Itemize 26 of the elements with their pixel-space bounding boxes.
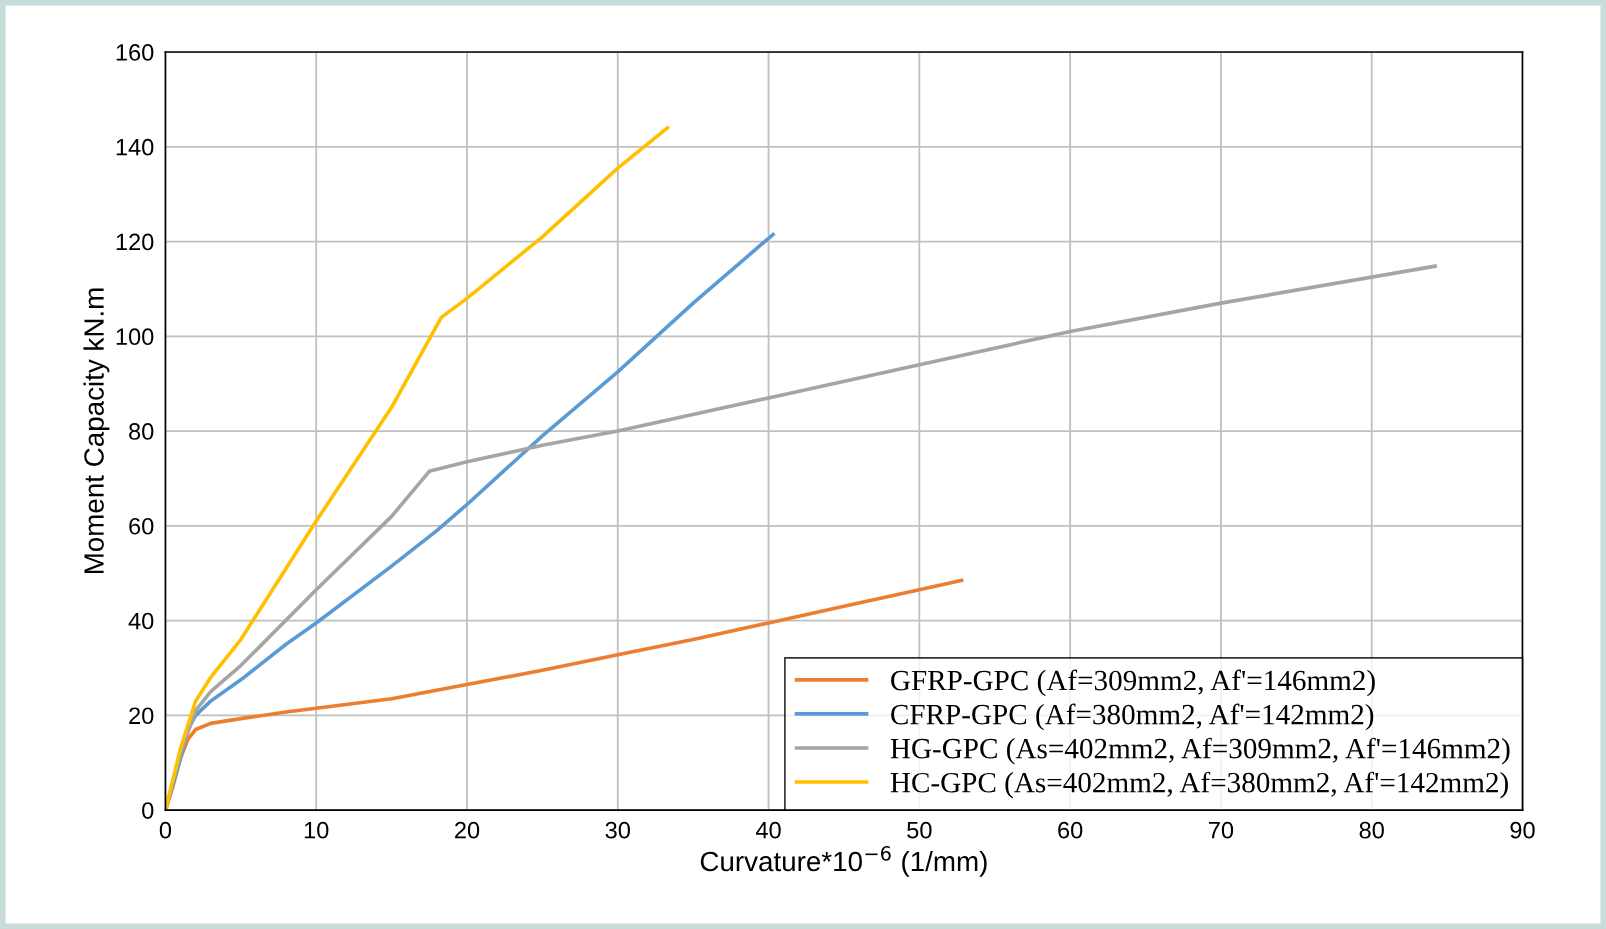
- y-tick-label: 40: [128, 612, 154, 630]
- legend-label: HG-GPC (As=402mm2, Af=309mm2, Af'=146mm2): [890, 737, 1510, 765]
- x-tick-label: 60: [1058, 821, 1083, 839]
- x-tick-label: 30: [605, 821, 630, 839]
- x-tick-label: 50: [907, 821, 932, 839]
- x-tick-label: 90: [1510, 821, 1535, 839]
- legend-label: GFRP-GPC (Af=309mm2, Af'=146mm2): [891, 669, 1375, 697]
- x-tick-label: 10: [304, 821, 329, 839]
- x-tick-label: 70: [1209, 821, 1234, 839]
- y-tick-label: 80: [129, 423, 154, 440]
- x-tick-label: 40: [755, 821, 781, 839]
- x-axis-title: Curvature*10$^{−6}$ (1/mm): [700, 845, 987, 877]
- legend-label: HC-GPC (As=402mm2, Af=380mm2, Af'=142mm2): [890, 771, 1508, 799]
- y-tick-label: 0: [142, 802, 154, 819]
- y-tick-label: 160: [116, 44, 154, 61]
- line-series: [165, 126, 670, 811]
- y-axis-title: Moment Capacity kN.m: [83, 288, 110, 574]
- y-tick-label: 60: [129, 517, 154, 535]
- y-tick-label: 100: [116, 328, 154, 346]
- y-tick-label: 20: [129, 707, 154, 725]
- y-tick-label: 140: [116, 138, 154, 156]
- y-tick-label: 120: [116, 233, 154, 251]
- x-tick-label: 0: [159, 821, 172, 839]
- x-tick-label: 80: [1359, 821, 1384, 839]
- legend-label: CFRP-GPC (Af=380mm2, Af'=142mm2): [891, 703, 1374, 731]
- x-tick-label: 20: [455, 821, 480, 839]
